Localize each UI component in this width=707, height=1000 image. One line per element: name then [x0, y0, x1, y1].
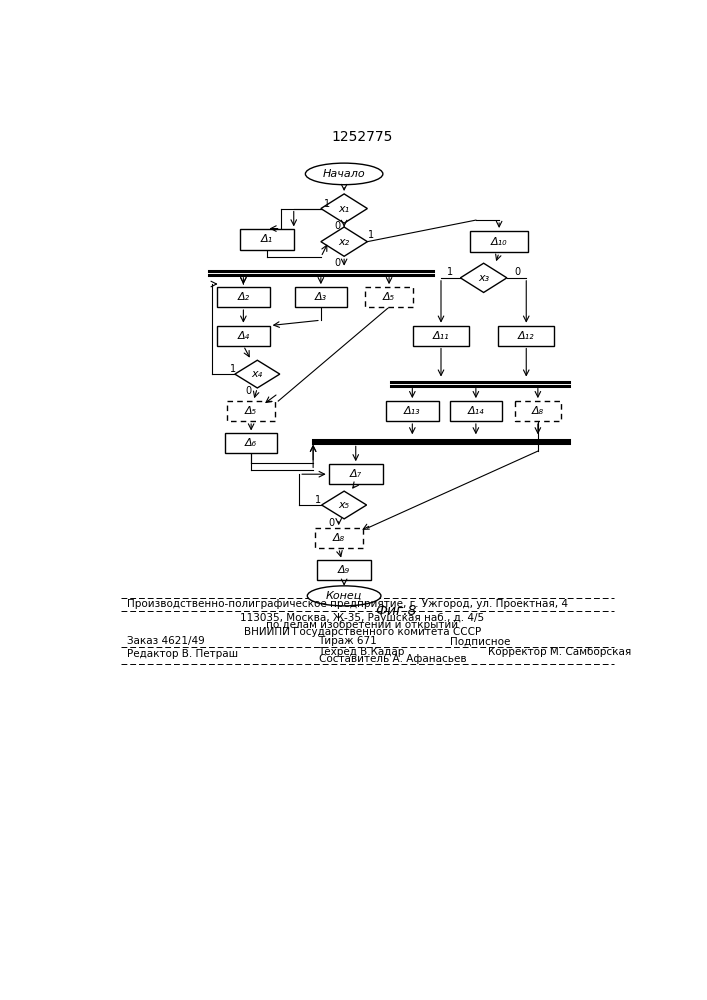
- Text: Редактор В. Петраш: Редактор В. Петраш: [127, 649, 238, 659]
- Text: Конец: Конец: [326, 591, 362, 601]
- Text: Δ₈: Δ₈: [532, 406, 544, 416]
- Text: x₃: x₃: [478, 273, 489, 283]
- Bar: [217, 326, 270, 346]
- Bar: [498, 326, 554, 346]
- Text: 0: 0: [515, 267, 521, 277]
- Text: 1: 1: [446, 267, 452, 277]
- Bar: [217, 287, 270, 307]
- Text: Производственно-полиграфическое предприятие, г. Ужгород, ул. Проектная, 4: Производственно-полиграфическое предприя…: [127, 599, 568, 609]
- Text: Δ₃: Δ₃: [315, 292, 327, 302]
- Text: Δ₆: Δ₆: [245, 438, 257, 448]
- Text: Δ₇: Δ₇: [350, 469, 362, 479]
- Text: 1: 1: [315, 495, 321, 505]
- Text: Заказ 4621/49: Заказ 4621/49: [127, 636, 204, 646]
- Text: 1: 1: [368, 231, 374, 240]
- Text: Фиг.8: Фиг.8: [375, 604, 416, 618]
- Bar: [450, 401, 502, 421]
- Text: Тираж 671: Тираж 671: [319, 636, 378, 646]
- Text: 1: 1: [230, 364, 235, 374]
- Bar: [470, 231, 528, 252]
- Polygon shape: [322, 491, 367, 519]
- Bar: [365, 287, 413, 307]
- Polygon shape: [460, 263, 507, 292]
- Text: Δ₄: Δ₄: [238, 331, 250, 341]
- Bar: [315, 528, 363, 548]
- Polygon shape: [235, 360, 280, 388]
- Text: Начало: Начало: [323, 169, 366, 179]
- Bar: [295, 287, 347, 307]
- Text: 0: 0: [335, 221, 341, 231]
- Text: 1: 1: [324, 199, 330, 209]
- Text: ВНИИПИ Государственного комитета СССР: ВНИИПИ Государственного комитета СССР: [244, 627, 481, 637]
- Text: Δ₁₀: Δ₁₀: [491, 237, 508, 247]
- Ellipse shape: [305, 163, 383, 185]
- Bar: [227, 401, 275, 421]
- Text: x₁: x₁: [339, 204, 350, 214]
- Bar: [515, 401, 561, 421]
- Polygon shape: [321, 194, 368, 223]
- Text: Δ₁: Δ₁: [261, 234, 273, 244]
- Text: x₄: x₄: [252, 369, 263, 379]
- Text: Δ₅: Δ₅: [245, 406, 257, 416]
- Bar: [225, 433, 277, 453]
- Text: x₂: x₂: [339, 237, 350, 247]
- Text: x₅: x₅: [339, 500, 350, 510]
- Text: Составитель А. Афанасьев: Составитель А. Афанасьев: [319, 654, 466, 664]
- Bar: [317, 560, 371, 580]
- Text: 0: 0: [334, 258, 340, 268]
- Text: 113035, Москва, Ж-35, Раушская наб., д. 4/5: 113035, Москва, Ж-35, Раушская наб., д. …: [240, 613, 484, 623]
- Text: Подписное: Подписное: [450, 636, 510, 646]
- Text: по делам изобретений и открытий: по делам изобретений и открытий: [267, 620, 458, 630]
- Polygon shape: [321, 227, 368, 256]
- Bar: [329, 464, 383, 484]
- Text: Δ₈: Δ₈: [332, 533, 345, 543]
- Text: Корректор М. Самборская: Корректор М. Самборская: [489, 647, 631, 657]
- Text: Δ₅: Δ₅: [383, 292, 395, 302]
- Bar: [240, 229, 293, 250]
- Text: 0: 0: [328, 518, 334, 528]
- Bar: [386, 401, 438, 421]
- Text: Δ₁₃: Δ₁₃: [404, 406, 421, 416]
- Text: 0: 0: [246, 386, 252, 396]
- Text: Δ₂: Δ₂: [238, 292, 250, 302]
- Text: Техред В.Кадар: Техред В.Кадар: [319, 647, 405, 657]
- Text: 1252775: 1252775: [332, 130, 392, 144]
- Text: Δ₁₁: Δ₁₁: [433, 331, 450, 341]
- Ellipse shape: [308, 586, 381, 606]
- Text: Δ₉: Δ₉: [338, 565, 350, 575]
- Text: Δ₁₄: Δ₁₄: [467, 406, 484, 416]
- Bar: [413, 326, 469, 346]
- Text: Δ₁₂: Δ₁₂: [518, 331, 534, 341]
